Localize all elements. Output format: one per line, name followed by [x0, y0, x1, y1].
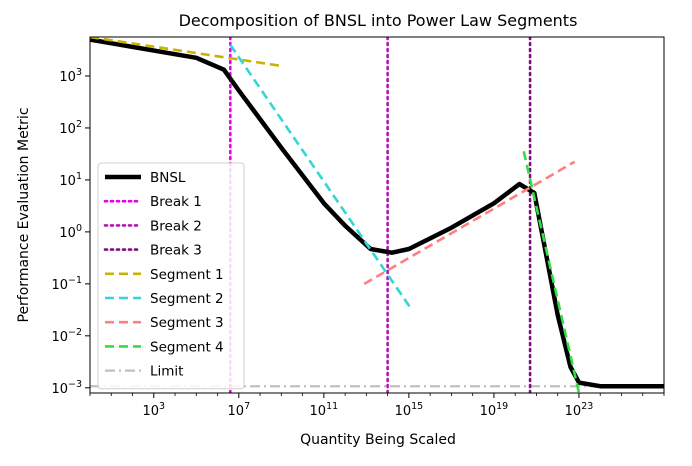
series-segment-3-line [363, 160, 576, 286]
y-tick-label: 103 [59, 67, 82, 85]
legend-label: Break 3 [150, 243, 202, 259]
x-tick-label: 1019 [480, 401, 509, 419]
series-segment-1-line [90, 37, 280, 67]
plot-area-frame [89, 36, 665, 394]
y-axis-label: Performance Evaluation Metric [16, 107, 32, 322]
ticks: 103 107 1011 1015 1019 1023 103 102 101 100 10−1 10… [51, 67, 665, 419]
legend-label: Segment 3 [150, 315, 224, 331]
x-axis-label: Quantity Being Scaled [300, 432, 456, 448]
y-tick-label: 10−1 [51, 275, 82, 293]
legend-label: Segment 1 [150, 267, 224, 283]
legend-label: BNSL [150, 170, 186, 186]
legend: BNSL Break 1 Break 2 Break 3 Segment 1 Segmen… [97, 162, 245, 390]
chart-title: Decomposition of BNSL into Power Law Seg… [179, 11, 578, 30]
legend-label: Break 1 [150, 194, 202, 210]
legend-label: Segment 4 [150, 339, 224, 355]
legend-box [97, 162, 245, 390]
x-tick-label: 1023 [565, 401, 594, 419]
y-tick-label: 101 [59, 171, 82, 189]
legend-label: Segment 2 [150, 291, 224, 307]
legend-label: Limit [150, 364, 183, 380]
y-tick-label: 10−2 [51, 327, 82, 345]
x-tick-label: 1011 [310, 401, 339, 419]
series-bnsl-line [90, 37, 664, 389]
y-tick-label: 100 [59, 223, 82, 241]
y-tick-label: 102 [59, 119, 82, 137]
x-tick-label: 107 [228, 401, 251, 419]
x-tick-label: 103 [142, 401, 165, 419]
y-tick-label: 10−3 [51, 379, 82, 397]
series-segment-2-line [229, 44, 412, 308]
legend-label: Break 2 [150, 218, 202, 234]
x-tick-label: 1015 [395, 401, 424, 419]
